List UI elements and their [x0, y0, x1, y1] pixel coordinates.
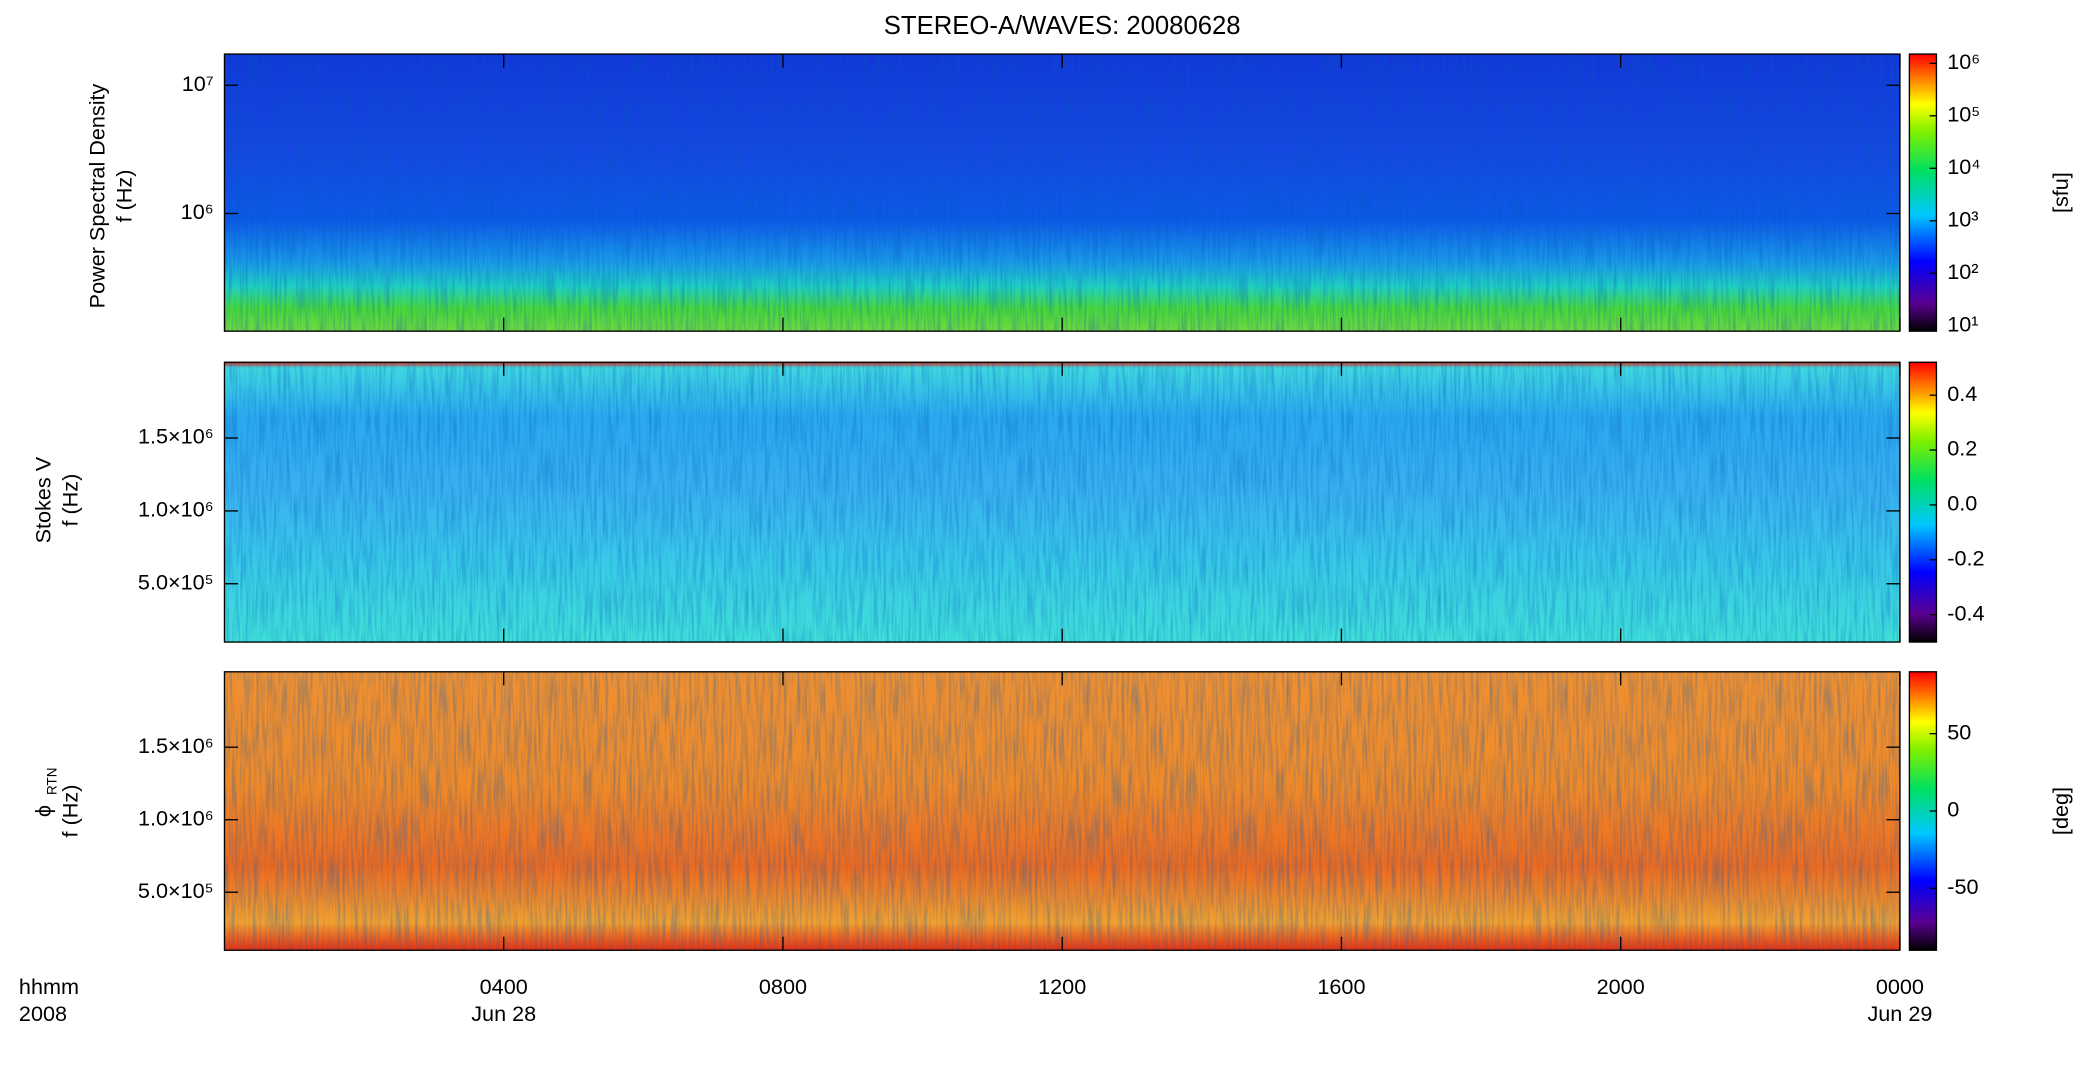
y-tick-label: 1.5×10⁶	[138, 733, 214, 758]
y-tick-label: 1.5×10⁶	[138, 424, 214, 449]
spectrogram-texture	[224, 54, 1900, 332]
x-tick-label: 0000	[1876, 974, 1924, 999]
colorbar-tick-label: 10⁴	[1947, 154, 1980, 179]
colorbar	[1909, 54, 1937, 332]
colorbar-tick-label: 10⁶	[1947, 49, 1980, 74]
x-date-label: Jun 28	[471, 1001, 536, 1026]
colorbar-tick-label: -50	[1947, 874, 1978, 899]
x-tick-label: 2000	[1597, 974, 1645, 999]
x-tick-label: 1200	[1038, 974, 1086, 999]
colorbar-tick-label: 10²	[1947, 259, 1978, 284]
x-tick-label: 0800	[759, 974, 807, 999]
y-axis-label-subscript: RTN	[44, 768, 59, 796]
x-tick-label: 0400	[480, 974, 528, 999]
x-date-label: Jun 29	[1867, 1001, 1932, 1026]
y-tick-label: 10⁶	[181, 199, 214, 224]
colorbar-tick-label: 10⁵	[1947, 102, 1980, 127]
colorbar-label: [deg]	[2048, 787, 2073, 835]
spectrogram-texture	[224, 362, 1900, 643]
x-tick-label: 1600	[1317, 974, 1365, 999]
y-axis-label: ϕ	[30, 805, 55, 817]
colorbar-frame	[1908, 361, 1938, 643]
y-axis-label: Stokes V	[30, 456, 55, 543]
y-tick-label: 5.0×10⁵	[138, 878, 214, 903]
colorbar-tick-label: 50	[1947, 719, 1971, 744]
y-axis-label: f (Hz)	[57, 474, 82, 527]
y-axis-label: Power Spectral Density	[84, 83, 109, 308]
colorbar-label: [sfu]	[2048, 172, 2073, 213]
colorbar-tick-label: 0.4	[1947, 381, 1977, 406]
colorbar	[1909, 362, 1937, 643]
y-tick-label: 10⁷	[182, 71, 214, 96]
y-axis-label: f (Hz)	[57, 785, 82, 838]
y-tick-label: 1.0×10⁶	[138, 497, 214, 522]
colorbar-frame	[1908, 53, 1938, 332]
colorbar-tick-label: 0	[1947, 797, 1959, 822]
colorbar-tick-label: 0.0	[1947, 491, 1977, 516]
x-axis-label: hhmm	[19, 974, 79, 999]
y-tick-label: 5.0×10⁵	[138, 569, 214, 594]
colorbar-tick-label: 0.2	[1947, 436, 1977, 461]
y-tick-label: 1.0×10⁶	[138, 805, 214, 830]
colorbar-tick-label: 10¹	[1947, 312, 1978, 337]
y-axis-label: f (Hz)	[111, 170, 136, 223]
chart-title: STEREO-A/WAVES: 20080628	[884, 12, 1241, 40]
colorbar-tick-label: 10³	[1947, 207, 1978, 232]
colorbar-tick-label: -0.4	[1947, 600, 1984, 625]
x-axis-label: 2008	[19, 1001, 67, 1026]
spectrogram-texture	[224, 671, 1900, 951]
colorbar-tick-label: -0.2	[1947, 545, 1984, 570]
